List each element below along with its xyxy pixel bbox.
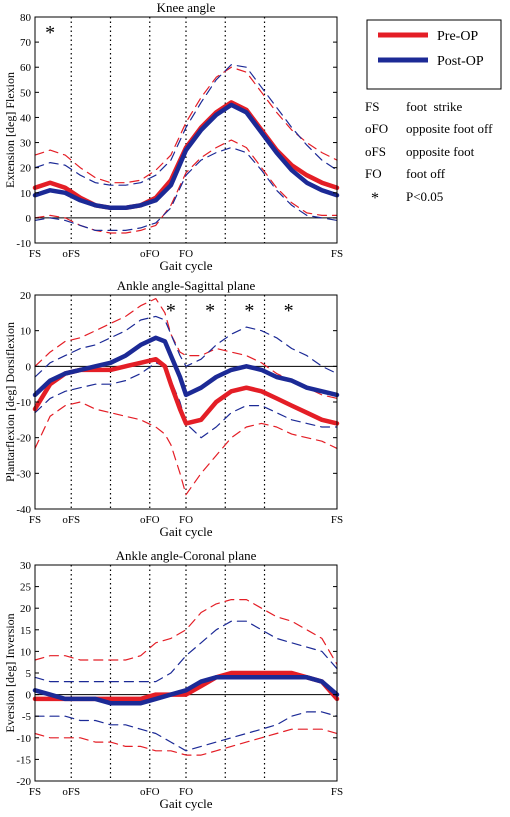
abbr-star-desc: P<0.05 (406, 189, 443, 204)
y-tick-label: 0 (26, 690, 32, 702)
chart-1: Knee angle -10 0 10 20 30 40 50 60 70 80 FS oFS oFO FO… (3, 0, 343, 273)
y-tick-label: 30 (20, 138, 32, 150)
abbr-fs: FS (365, 99, 379, 114)
y-tick-label: 40 (20, 112, 32, 124)
post-op-lower-sd-line (34, 711, 338, 752)
significance-star: * (284, 300, 294, 322)
x-axis-label: Gait cycle (159, 796, 212, 811)
x-tick-label: FS (331, 514, 343, 526)
x-tick-label: oFS (62, 514, 80, 526)
significance-star: * (205, 300, 215, 322)
pre-op-lower-sd-line (34, 401, 338, 496)
legend-label-pre-op: Pre-OP (437, 29, 478, 44)
post-op-lower-sd-line (34, 362, 338, 439)
significance-star: * (45, 22, 55, 44)
abbr-star: * (371, 190, 379, 207)
y-tick-label: 20 (20, 163, 32, 175)
y-tick-label: 10 (20, 646, 32, 658)
x-tick-label: FO (179, 514, 193, 526)
y-axis-label: Plantarflexion [deg] Dorsiflexion (3, 322, 17, 482)
y-tick-label: 25 (20, 582, 32, 594)
post-op-lower-sd-line (34, 147, 338, 231)
x-axis-label: Gait cycle (159, 524, 212, 539)
post-op-mean-line (32, 102, 340, 211)
y-axis-label: Extension [deg] Flexion (3, 72, 17, 188)
y-tick-label: 30 (20, 560, 32, 572)
y-tick-label: -10 (16, 397, 31, 409)
x-tick-label: FS (29, 786, 41, 798)
chart-2: Ankle angle-Sagittal plane -40 -30 -20 -10 0 1… (3, 278, 343, 539)
x-tick-label: FS (331, 786, 343, 798)
x-axis-label: Gait cycle (159, 258, 212, 273)
significance-star: * (244, 300, 254, 322)
pre-op-upper-sd-line (34, 66, 338, 184)
abbr-ofs: oFS (365, 144, 386, 159)
y-tick-label: -5 (22, 711, 32, 723)
x-tick-label: oFO (140, 786, 160, 798)
y-tick-label: 10 (20, 188, 32, 200)
x-tick-label: oFO (140, 514, 160, 526)
post-op-upper-sd-line (34, 64, 338, 186)
y-tick-label: 0 (26, 361, 32, 373)
pre-op-mean-line (32, 356, 340, 426)
abbreviation-list: FS foot strike oFO opposite foot off oFS… (365, 99, 493, 207)
post-op-mean-line (32, 675, 340, 706)
x-tick-label: FS (331, 248, 343, 260)
post-op-mean-line (32, 335, 340, 398)
legend-label-post-op: Post-OP (437, 54, 484, 69)
y-tick-label: 70 (20, 37, 32, 49)
y-tick-label: 15 (20, 625, 32, 637)
chart-title: Knee angle (157, 0, 216, 15)
x-tick-label: FO (179, 248, 193, 260)
abbr-fo: FO (365, 166, 382, 181)
y-tick-label: 0 (26, 213, 32, 225)
y-tick-label: 10 (20, 326, 32, 338)
abbr-fs-desc: foot strike (406, 99, 463, 114)
y-tick-label: -20 (16, 776, 31, 788)
y-tick-label: 60 (20, 62, 32, 74)
legend: Pre-OP Post-OP (366, 19, 502, 90)
y-tick-label: 5 (26, 668, 32, 680)
x-tick-label: FS (29, 248, 41, 260)
abbr-ofo: oFO (365, 121, 388, 136)
y-tick-label: 20 (20, 290, 32, 302)
chart-title: Ankle angle-Coronal plane (116, 548, 257, 563)
y-tick-label: 20 (20, 603, 32, 615)
abbr-ofo-desc: opposite foot off (406, 121, 493, 136)
y-tick-label: -40 (16, 504, 31, 516)
x-tick-label: FO (179, 786, 193, 798)
x-tick-label: oFS (62, 786, 80, 798)
y-tick-label: 50 (20, 87, 32, 99)
pre-op-upper-sd-line (34, 599, 338, 665)
x-tick-label: oFS (62, 248, 80, 260)
significance-star: * (166, 300, 176, 322)
y-tick-label: -10 (16, 238, 31, 250)
chart-title: Ankle angle-Sagittal plane (117, 278, 256, 293)
y-tick-label: 80 (20, 12, 32, 24)
y-axis-label: Eversion [deg] Inversion (3, 613, 17, 732)
abbr-fo-desc: foot off (406, 166, 446, 181)
plot-frame (34, 16, 338, 244)
pre-op-upper-sd-line (34, 298, 338, 399)
pre-op-lower-sd-line (34, 728, 338, 756)
abbr-ofs-desc: opposite foot (406, 144, 475, 159)
x-tick-label: FS (29, 514, 41, 526)
x-tick-label: oFO (140, 248, 160, 260)
legend-box (366, 19, 502, 90)
y-tick-label: -20 (16, 433, 31, 445)
post-op-upper-sd-line (34, 620, 338, 683)
post-op-upper-sd-line (34, 315, 338, 378)
y-tick-label: -30 (16, 468, 31, 480)
y-tick-label: -15 (16, 754, 31, 766)
y-tick-label: -10 (16, 733, 31, 745)
chart-3: Ankle angle-Coronal plane -20 -15 -10 -5 0 5 10… (3, 548, 343, 811)
